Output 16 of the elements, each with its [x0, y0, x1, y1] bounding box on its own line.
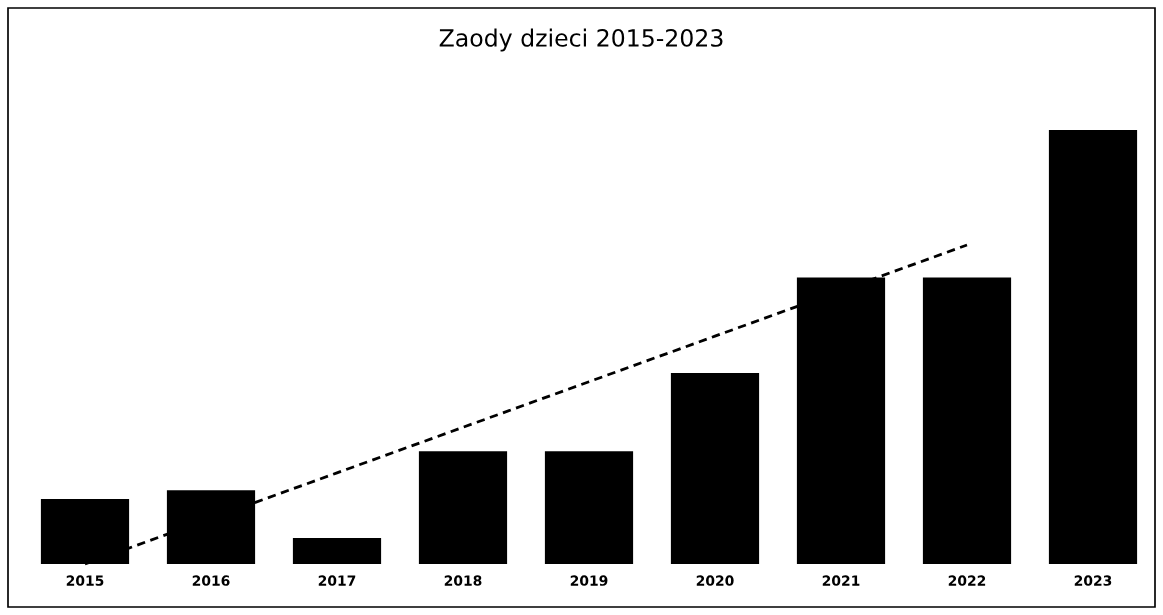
x-tick-label: 2015	[66, 575, 104, 586]
x-tick-label: 2017	[318, 575, 356, 586]
bar	[1048, 130, 1138, 564]
bar	[544, 451, 634, 564]
chart-title: Zaody dzieci 2015-2023	[439, 28, 723, 52]
x-tick-label: 2019	[570, 575, 608, 586]
x-tick-label: 2022	[948, 575, 986, 586]
x-tick-label: 2023	[1074, 575, 1112, 586]
bar	[292, 537, 382, 564]
bar	[418, 451, 508, 564]
bar	[670, 373, 760, 564]
x-tick-label: 2016	[192, 575, 230, 586]
x-tick-label: 2020	[696, 575, 734, 586]
x-tick-label: 2021	[822, 575, 860, 586]
bar	[922, 277, 1012, 564]
x-tick-label: 2018	[444, 575, 482, 586]
